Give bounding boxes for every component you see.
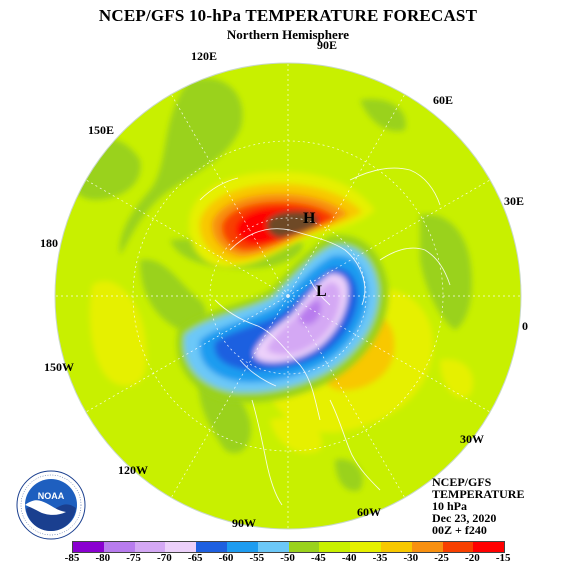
map-subtitle: Northern Hemisphere xyxy=(226,27,350,42)
colorbar-tick-label: -40 xyxy=(341,552,357,564)
info-level: 10 hPa xyxy=(432,499,468,513)
colorbar-tick-label: -50 xyxy=(280,552,295,564)
colorbar-tick-label: -70 xyxy=(157,552,172,564)
colorbar-segment xyxy=(473,542,505,552)
temperature-field: H L xyxy=(55,63,521,529)
colorbar-tick-label: -30 xyxy=(403,552,419,564)
graticule xyxy=(55,63,521,529)
forecast-info: NCEP/GFS TEMPERATURE 10 hPa Dec 23, 2020… xyxy=(432,476,524,536)
lon-label-60e: 60E xyxy=(433,93,454,107)
colorbar-labels: -85 -80 -75 -70 -65 -60 -55 -50 -45 -40 -35 -30 -25 -… xyxy=(0,552,576,566)
colorbar-tick-label: -80 xyxy=(95,552,111,564)
low-center-label: L xyxy=(316,283,327,300)
colorbar-segment xyxy=(196,542,227,552)
map-disc-outline xyxy=(54,62,522,530)
colorbar-tick-label: -20 xyxy=(465,552,480,564)
coastlines xyxy=(199,167,451,506)
lon-label-0: 0 xyxy=(522,319,528,333)
info-model: NCEP/GFS xyxy=(432,475,492,489)
high-center-label: H xyxy=(303,210,316,227)
lon-label-150w: 150W xyxy=(44,360,74,374)
lon-label-30e: 30E xyxy=(504,194,525,208)
colorbar-tick-label: -65 xyxy=(187,552,203,564)
colorbar-tick-label: -60 xyxy=(218,552,234,564)
colorbar-segment xyxy=(134,542,166,552)
colorbar-segment xyxy=(319,542,351,552)
map-title: NCEP/GFS 10-hPa TEMPERATURE FORECAST xyxy=(98,6,478,25)
lon-label-90w: 90W xyxy=(232,516,256,530)
colorbar-tick-label: -55 xyxy=(249,552,265,564)
colorbar-tick-label: -85 xyxy=(64,552,80,564)
noaa-logo: NOAA xyxy=(16,470,86,540)
colorbar-segment xyxy=(257,542,289,552)
colorbar-segment xyxy=(226,542,258,552)
lon-label-90e: 90E xyxy=(317,38,338,52)
colorbar-tick-label: -75 xyxy=(126,552,141,564)
colorbar-segment xyxy=(165,542,197,552)
info-date: Dec 23, 2020 xyxy=(432,511,497,525)
colorbar-tick-label: -25 xyxy=(434,552,449,564)
info-variable: TEMPERATURE xyxy=(432,487,525,501)
colorbar-tick-label: -45 xyxy=(311,552,326,564)
info-run: 00Z + f240 xyxy=(432,523,487,537)
colorbar-segment xyxy=(442,542,474,552)
colorbar-tick-label: -35 xyxy=(372,552,388,564)
colorbar-segment xyxy=(103,542,135,552)
colorbar-segment xyxy=(411,542,443,552)
colorbar-tick-label: -15 xyxy=(495,552,511,564)
lon-label-150e: 150E xyxy=(88,123,115,137)
lon-label-30w: 30W xyxy=(460,432,484,446)
lon-label-120e: 120E xyxy=(191,49,218,63)
lon-label-60w: 60W xyxy=(357,505,381,519)
noaa-logo-text: NOAA xyxy=(38,491,65,501)
colorbar-segment xyxy=(288,542,320,552)
temperature-colorbar xyxy=(72,541,506,553)
lon-label-180: 180 xyxy=(40,236,58,250)
colorbar-segment xyxy=(350,542,381,552)
colorbar-segment xyxy=(73,542,104,552)
lon-label-120w: 120W xyxy=(118,463,148,477)
colorbar-segment xyxy=(380,542,412,552)
field-warm-core xyxy=(189,171,375,268)
